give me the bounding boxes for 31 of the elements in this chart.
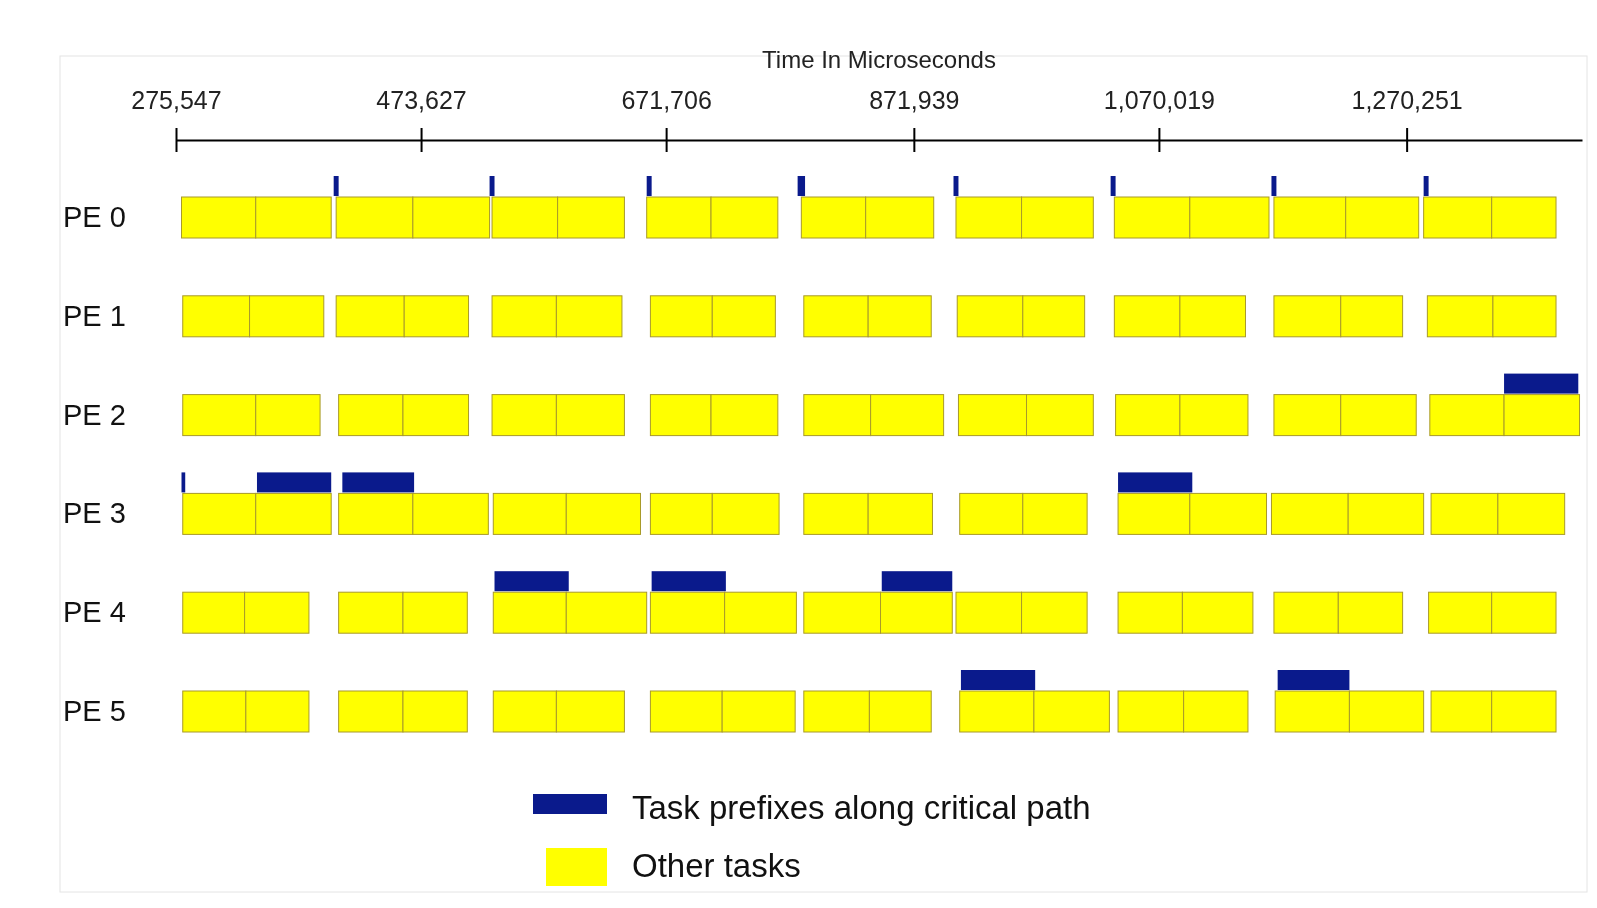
bar [646,176,652,196]
bar [1277,670,1350,690]
bar [960,670,1036,690]
bar [494,571,569,592]
y-tick-label: PE 1 [63,299,126,332]
y-tick-label: PE 0 [63,201,126,233]
bar [881,571,953,592]
x-tick-label: 275,547 [131,86,222,114]
bar [1423,176,1429,196]
bar [1504,373,1579,394]
x-tick-label: 1,270,251 [1351,86,1463,114]
bar [797,176,806,196]
legend-label: Other tasks [632,847,801,884]
bar [1110,176,1116,196]
y-tick-label: PE 2 [63,398,126,431]
bar [342,472,415,493]
bar [333,176,339,196]
bar [256,472,332,493]
x-axis-title: Time In Microseconds [762,46,996,73]
y-tick-label: PE 5 [63,695,126,727]
x-tick-label: 871,939 [869,86,960,114]
y-tick-label: PE 3 [63,497,126,530]
bar [1118,472,1193,493]
x-tick-label: 1,070,019 [1103,86,1216,114]
bar [489,176,495,196]
y-tick-label: PE 4 [63,596,126,629]
legend-label: Task prefixes along critical path [632,789,1091,826]
x-tick-label: 671,706 [621,86,712,114]
bar [651,571,726,592]
bar [1271,176,1277,196]
x-tick-label: 473,627 [376,86,467,114]
